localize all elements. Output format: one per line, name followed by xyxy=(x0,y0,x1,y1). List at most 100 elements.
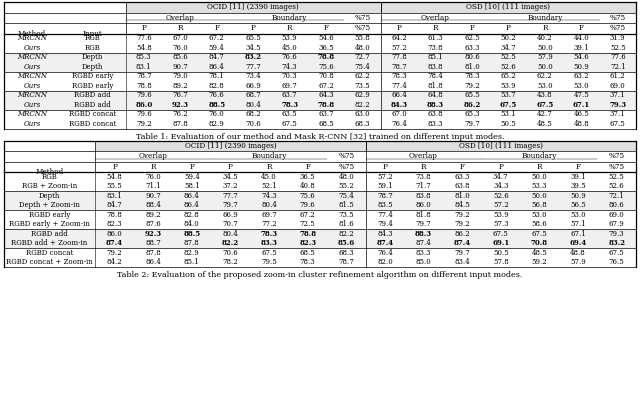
Text: 83.8: 83.8 xyxy=(416,192,431,200)
Text: 77.6: 77.6 xyxy=(136,34,152,42)
Text: 67.2: 67.2 xyxy=(300,211,316,219)
Text: 83.5: 83.5 xyxy=(377,201,393,209)
Text: 50.9: 50.9 xyxy=(570,192,586,200)
Text: R: R xyxy=(287,24,292,32)
Text: 77.4: 77.4 xyxy=(377,211,393,219)
Text: P: P xyxy=(397,24,401,32)
Text: 75.6: 75.6 xyxy=(318,63,334,71)
Text: 74.3: 74.3 xyxy=(282,63,298,71)
Text: 67.5: 67.5 xyxy=(261,249,277,257)
Text: %75: %75 xyxy=(355,14,371,22)
Text: 86.2: 86.2 xyxy=(463,101,481,109)
Text: 85.1: 85.1 xyxy=(428,53,444,61)
Text: 63.5: 63.5 xyxy=(282,110,298,118)
Text: Depth: Depth xyxy=(82,63,103,71)
Text: Boundary: Boundary xyxy=(272,14,307,22)
Text: Ours: Ours xyxy=(23,101,40,109)
Text: Depth + Zoom-in: Depth + Zoom-in xyxy=(19,201,80,209)
Text: 52.5: 52.5 xyxy=(609,173,625,181)
Text: 73.5: 73.5 xyxy=(355,82,371,90)
Text: 70.3: 70.3 xyxy=(282,72,298,80)
Text: 78.1: 78.1 xyxy=(209,72,225,80)
Text: 79.2: 79.2 xyxy=(136,120,152,128)
Text: 90.7: 90.7 xyxy=(172,63,188,71)
Text: 89.2: 89.2 xyxy=(145,211,161,219)
Text: 68.7: 68.7 xyxy=(245,91,261,99)
Text: 70.6: 70.6 xyxy=(245,120,261,128)
Text: 67.5: 67.5 xyxy=(282,120,298,128)
Text: 55.5: 55.5 xyxy=(107,182,122,190)
Text: F: F xyxy=(305,163,310,171)
Bar xyxy=(95,140,365,151)
Text: Table 1: Evaluation of our method and Mask R-CNN [32] trained on different input: Table 1: Evaluation of our method and Ma… xyxy=(136,133,504,140)
Bar xyxy=(4,220,636,229)
Text: 73.8: 73.8 xyxy=(428,44,444,52)
Text: Overlap: Overlap xyxy=(139,152,168,160)
Text: Overlap: Overlap xyxy=(166,14,195,22)
Text: 34.5: 34.5 xyxy=(223,173,238,181)
Text: 77.2: 77.2 xyxy=(261,220,277,228)
Text: %75: %75 xyxy=(610,24,626,32)
Text: RGB: RGB xyxy=(84,44,100,52)
Text: 69.0: 69.0 xyxy=(610,82,626,90)
Text: 76.5: 76.5 xyxy=(609,258,625,266)
Text: Depth: Depth xyxy=(39,192,60,200)
Text: RGBD add: RGBD add xyxy=(74,101,111,109)
Text: 80.4: 80.4 xyxy=(245,101,261,109)
Text: 67.2: 67.2 xyxy=(209,34,225,42)
Text: %75: %75 xyxy=(610,14,626,22)
Text: 48.8: 48.8 xyxy=(573,120,589,128)
Text: Overlap: Overlap xyxy=(409,152,438,160)
Text: 73.5: 73.5 xyxy=(339,211,354,219)
Text: 57.2: 57.2 xyxy=(377,173,393,181)
Text: P: P xyxy=(506,24,511,32)
Bar xyxy=(4,100,636,110)
Text: P: P xyxy=(228,163,233,171)
Text: 79.4: 79.4 xyxy=(377,220,393,228)
Text: 68.5: 68.5 xyxy=(318,120,334,128)
Text: 83.3: 83.3 xyxy=(428,120,444,128)
Text: 79.2: 79.2 xyxy=(107,249,122,257)
Text: 43.8: 43.8 xyxy=(537,91,553,99)
Text: 52.6: 52.6 xyxy=(609,182,625,190)
Bar xyxy=(4,248,636,258)
Bar xyxy=(4,258,636,267)
Bar xyxy=(4,229,636,239)
Text: R: R xyxy=(150,163,156,171)
Text: 83.8: 83.8 xyxy=(428,63,444,71)
Text: 84.7: 84.7 xyxy=(209,53,225,61)
Bar xyxy=(4,110,636,119)
Text: RGBD early: RGBD early xyxy=(72,72,113,80)
Text: 77.6: 77.6 xyxy=(610,53,626,61)
Text: 86.4: 86.4 xyxy=(184,192,200,200)
Text: 34.5: 34.5 xyxy=(245,44,261,52)
Text: 86.4: 86.4 xyxy=(209,63,225,71)
Text: 37.2: 37.2 xyxy=(223,182,238,190)
Text: 69.7: 69.7 xyxy=(261,211,277,219)
Text: 67.5: 67.5 xyxy=(500,101,517,109)
Text: 68.3: 68.3 xyxy=(339,249,354,257)
Text: 78.7: 78.7 xyxy=(377,192,393,200)
Text: 67.2: 67.2 xyxy=(318,82,334,90)
Text: 64.2: 64.2 xyxy=(391,34,407,42)
Text: 81.8: 81.8 xyxy=(415,211,431,219)
Text: 88.5: 88.5 xyxy=(208,101,225,109)
Text: 78.8: 78.8 xyxy=(107,211,122,219)
Text: RGBD add + Zoom-in: RGBD add + Zoom-in xyxy=(12,239,88,247)
Text: 55.2: 55.2 xyxy=(339,182,354,190)
Text: Overlap: Overlap xyxy=(421,14,450,22)
Text: 81.8: 81.8 xyxy=(428,82,444,90)
Text: %75: %75 xyxy=(609,163,625,171)
Text: F: F xyxy=(579,24,584,32)
Bar xyxy=(4,81,636,91)
Text: 67.5: 67.5 xyxy=(493,230,509,238)
Text: 67.9: 67.9 xyxy=(609,220,625,228)
Text: 86.2: 86.2 xyxy=(454,230,470,238)
Text: R: R xyxy=(542,24,548,32)
Text: 53.1: 53.1 xyxy=(500,110,516,118)
Text: 79.3: 79.3 xyxy=(609,230,625,238)
Text: P: P xyxy=(112,163,117,171)
Text: 79.3: 79.3 xyxy=(609,101,627,109)
Text: 56.5: 56.5 xyxy=(570,201,586,209)
Text: 48.8: 48.8 xyxy=(570,249,586,257)
